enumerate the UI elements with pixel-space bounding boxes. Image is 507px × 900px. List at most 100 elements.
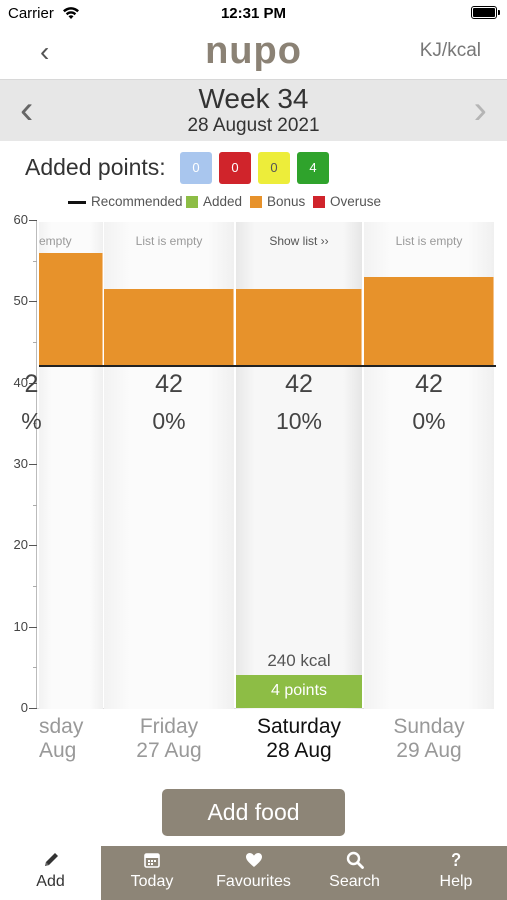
tab-label: Today — [130, 873, 174, 890]
day-name: sday — [39, 715, 84, 738]
tab-label: Help — [439, 873, 473, 890]
carrier-label: Carrier — [8, 5, 54, 22]
help-icon — [452, 853, 461, 866]
y-minor-tick — [33, 504, 37, 506]
app-logo: nupo — [205, 30, 302, 72]
tab-favourites[interactable]: Favourites — [203, 846, 304, 900]
y-tick-label: 0 — [20, 700, 28, 715]
y-tick-mark — [29, 545, 37, 547]
points-badge-green: 4 — [297, 152, 329, 184]
legend-overuse: Overuse — [313, 194, 381, 209]
y-tick-mark — [29, 220, 37, 221]
points-badge-yellow: 0 — [258, 152, 290, 184]
y-tick-mark — [29, 382, 37, 384]
day-date: 28 Aug — [266, 739, 332, 762]
legend-swatch — [313, 196, 325, 209]
pencil-icon — [44, 853, 58, 866]
recommended-line — [236, 365, 364, 368]
legend-label: Recommended — [91, 194, 183, 209]
day-date: 27 Aug — [136, 739, 202, 762]
recommended-line — [39, 365, 105, 368]
legend-bonus: Bonus — [250, 194, 305, 209]
x-axis-day-label: Friday 27 Aug — [104, 715, 234, 763]
recommended-value: 42 — [415, 370, 443, 399]
legend-swatch — [186, 196, 198, 209]
next-week-button[interactable]: › — [473, 88, 487, 132]
y-tick-mark — [29, 301, 37, 303]
list-empty-label: empty — [39, 234, 72, 248]
search-icon — [346, 851, 364, 869]
recommended-value: 42 — [155, 370, 183, 399]
kcal-label: 240 kcal — [267, 651, 331, 671]
week-header: ‹ Week 34 28 August 2021 › — [0, 79, 507, 141]
back-button[interactable]: ‹ — [40, 36, 50, 67]
week-date: 28 August 2021 — [187, 115, 320, 136]
calendar-icon — [144, 853, 160, 868]
legend-label: Added — [203, 194, 243, 209]
legend-recommended: Recommended — [68, 194, 183, 209]
week-title: Week 34 — [198, 83, 309, 114]
tab-add[interactable]: Add — [0, 846, 101, 900]
tab-label: Favourites — [216, 873, 291, 890]
x-axis-day-label: Sunday 29 Aug — [364, 715, 494, 763]
y-tick-label: 50 — [13, 293, 28, 309]
y-tick-label: 20 — [13, 537, 28, 553]
tab-today[interactable]: Today — [101, 846, 203, 900]
y-tick-label: 10 — [13, 618, 28, 634]
clock: 12:31 PM — [220, 5, 287, 22]
battery-icon — [471, 6, 500, 19]
unit-toggle-button[interactable]: KJ/kcal — [419, 40, 481, 61]
daily-points-chart: 60 50 40 30 20 10 0 empty 2% sday Aug List is empty… — [0, 210, 507, 780]
y-minor-tick — [33, 667, 37, 669]
y-minor-tick — [33, 423, 37, 425]
day-name: Friday — [139, 715, 199, 738]
recommended-value: 42 — [285, 370, 313, 399]
tab-label: Search — [329, 873, 380, 890]
legend-label: Bonus — [267, 194, 306, 209]
y-tick-mark — [29, 464, 37, 465]
y-minor-tick — [33, 586, 37, 587]
points-badge-blue: 0 — [180, 152, 212, 184]
previous-week-button[interactable]: ‹ — [20, 88, 34, 132]
list-empty-label: List is empty — [135, 234, 203, 248]
y-tick-label: 60 — [13, 212, 28, 227]
y-minor-tick — [33, 260, 37, 262]
y-tick-mark — [29, 708, 37, 709]
add-food-button[interactable]: Add food — [162, 789, 345, 836]
y-tick-label: 30 — [13, 456, 28, 471]
heart-icon — [245, 853, 262, 867]
points-badge-red: 0 — [219, 152, 251, 184]
bonus-bar — [236, 289, 362, 367]
y-tick-label: 40 — [13, 374, 28, 390]
show-list-link[interactable]: Show list ›› — [269, 234, 329, 248]
list-empty-label: List is empty — [395, 234, 463, 248]
legend-swatch — [250, 196, 262, 209]
added-bar: 4 points — [236, 675, 362, 708]
y-minor-tick — [33, 342, 37, 343]
legend-added: Added — [186, 194, 242, 209]
day-name: Saturday — [256, 715, 342, 738]
recommended-line — [104, 365, 236, 368]
percent-label: 10% — [275, 408, 323, 435]
nav-bar: ‹ nupo KJ/kcal — [0, 28, 507, 78]
day-date: 29 Aug — [396, 739, 462, 762]
bonus-bar — [39, 252, 103, 367]
legend-swatch — [68, 200, 86, 204]
tab-bar: Add Today Favourites Search Help — [0, 846, 507, 900]
wifi-icon — [63, 7, 79, 19]
x-axis-day-label: Saturday 28 Aug — [236, 715, 362, 763]
bonus-bar — [364, 276, 494, 367]
tab-search[interactable]: Search — [304, 846, 405, 900]
recommended-value: 2 — [24, 370, 39, 399]
day-date: Aug — [39, 739, 77, 762]
y-tick-mark — [29, 626, 37, 628]
tab-label: Add — [36, 873, 65, 890]
bonus-bar — [104, 289, 234, 367]
x-axis-day-label: sday Aug — [39, 715, 103, 763]
percent-label: % — [21, 408, 42, 435]
tab-help[interactable]: Help — [405, 846, 507, 900]
status-bar: Carrier 12:31 PM — [0, 0, 507, 28]
recommended-line — [364, 365, 496, 368]
percent-label: 0% — [412, 408, 446, 435]
day-name: Sunday — [393, 715, 465, 738]
